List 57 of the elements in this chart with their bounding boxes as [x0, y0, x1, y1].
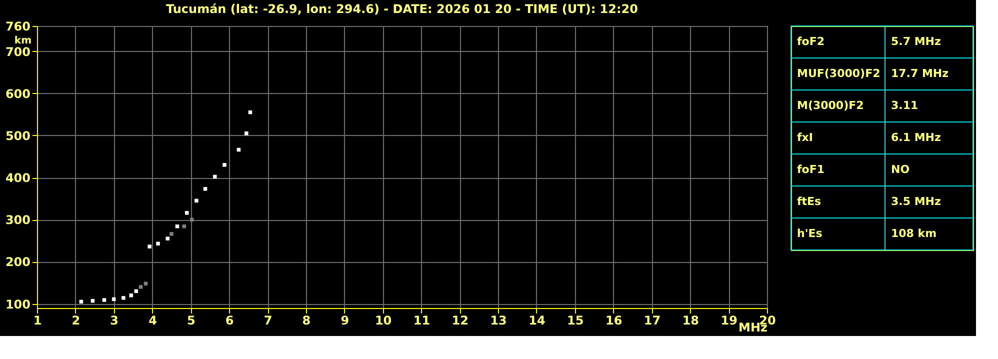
y-tick-label: 300 [5, 213, 30, 228]
text: 3.11 [891, 99, 918, 112]
x-tick-label: 18 [682, 314, 700, 328]
x-tick-label: 1 [33, 314, 42, 328]
point [122, 296, 126, 300]
x-tick-label: 3 [110, 314, 119, 328]
point [156, 242, 160, 246]
text: 6.1 MHz [891, 131, 941, 144]
text: foF2 [797, 35, 825, 48]
x-tick-label: 7 [264, 314, 272, 328]
y-tick-label: 400 [5, 171, 30, 186]
x-tick-label: 10 [374, 314, 392, 328]
point [194, 198, 198, 203]
x-tick-label: 17 [644, 314, 661, 328]
point [203, 187, 208, 191]
y-tick-label: 100 [5, 297, 30, 312]
x-tick-label: 13 [490, 314, 507, 328]
text: 108 km [891, 227, 937, 240]
text: M(3000)F2 [797, 99, 864, 112]
y-tick-label: 200 [5, 255, 30, 270]
point [170, 232, 174, 236]
point [102, 298, 106, 302]
x-tick-label: 19 [720, 314, 738, 328]
y-tick-label: 600 [5, 86, 30, 101]
y-axis-title: km [14, 36, 32, 46]
point [138, 285, 143, 289]
x-tick-label: 6 [225, 314, 234, 328]
x-tick-label: 12 [452, 314, 468, 328]
text: 5.7 MHz [891, 35, 941, 48]
text: 3.5 MHz [891, 195, 941, 208]
x-tick-label: 14 [528, 314, 546, 328]
point [148, 244, 152, 248]
x-tick-label: 11 [413, 314, 430, 328]
text: h'Es [797, 227, 823, 240]
y-tick-label: 760 [5, 20, 30, 34]
text: fxI [797, 131, 813, 144]
x-tick-label: 9 [340, 314, 350, 328]
point [213, 174, 217, 179]
y-tick-label: 700 [5, 44, 30, 59]
x-tick-label: 8 [302, 314, 311, 328]
point [166, 236, 170, 240]
text: foF1 [797, 163, 825, 176]
chart-title: Tucumán (lat: -26.9, lon: 294.6) - DATE: 2026 01 20 - TIME (UT): 12:20 [166, 2, 638, 16]
text: MUF(3000)F2 [797, 67, 880, 80]
x-tick-label: 16 [605, 314, 622, 328]
text: ftEs [797, 195, 822, 208]
x-tick-label: 15 [567, 314, 584, 328]
text: 17.7 MHz [891, 67, 949, 80]
point [244, 131, 248, 136]
point [144, 282, 148, 286]
x-tick-label: 4 [148, 314, 157, 328]
y-tick-label: 500 [5, 128, 30, 143]
point [222, 163, 226, 167]
x-tick-label: 5 [187, 314, 196, 328]
text: NO [891, 163, 910, 176]
point [190, 218, 194, 222]
x-tick-label: 2 [72, 314, 80, 328]
